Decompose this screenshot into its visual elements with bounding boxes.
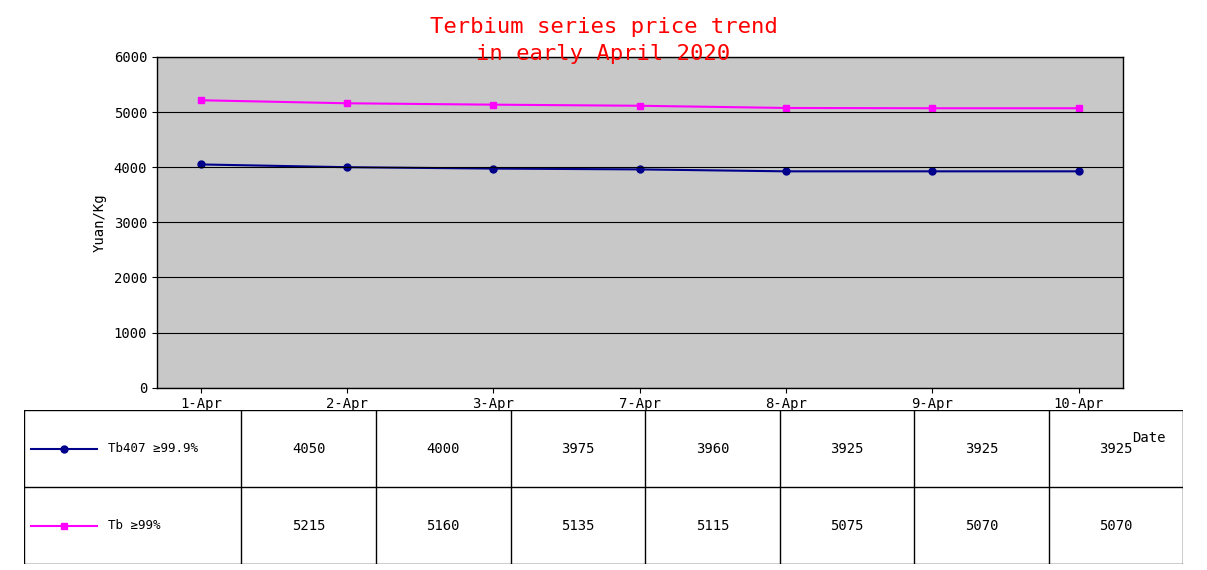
Line: Tb407 ≥99.9%: Tb407 ≥99.9%	[197, 161, 1083, 175]
Text: Terbium series price trend
in early April 2020: Terbium series price trend in early Apri…	[430, 17, 777, 63]
Tb ≥99%	[1072, 105, 1086, 112]
Text: 3925: 3925	[964, 442, 998, 456]
Tb ≥99%	[193, 97, 208, 104]
Text: 4050: 4050	[292, 442, 326, 456]
Tb ≥99%	[340, 100, 355, 107]
Text: Date: Date	[1132, 430, 1166, 445]
Text: 3925: 3925	[830, 442, 864, 456]
Tb ≥99%	[486, 101, 501, 108]
Tb407 ≥99.9%	[340, 164, 355, 170]
Line: Tb ≥99%: Tb ≥99%	[197, 97, 1083, 112]
Text: 5075: 5075	[830, 519, 864, 533]
Tb ≥99%	[925, 105, 939, 112]
Tb407 ≥99.9%	[632, 166, 647, 173]
Tb407 ≥99.9%	[925, 168, 939, 175]
Text: 3925: 3925	[1100, 442, 1132, 456]
Text: 3960: 3960	[695, 442, 729, 456]
Y-axis label: Yuan/Kg: Yuan/Kg	[93, 193, 106, 251]
Text: 5115: 5115	[695, 519, 729, 533]
Tb407 ≥99.9%	[193, 161, 208, 168]
Tb ≥99%	[632, 103, 647, 109]
Text: 5215: 5215	[292, 519, 326, 533]
Tb407 ≥99.9%	[1072, 168, 1086, 175]
Text: 5160: 5160	[426, 519, 460, 533]
Text: 5135: 5135	[561, 519, 595, 533]
Text: 4000: 4000	[426, 442, 460, 456]
Text: 3975: 3975	[561, 442, 595, 456]
Text: 5070: 5070	[1100, 519, 1132, 533]
Text: Tb407 ≥99.9%: Tb407 ≥99.9%	[109, 442, 198, 455]
Text: 5070: 5070	[964, 519, 998, 533]
Tb407 ≥99.9%	[779, 168, 793, 175]
Tb407 ≥99.9%	[486, 165, 501, 172]
Text: Tb ≥99%: Tb ≥99%	[109, 519, 161, 532]
Tb ≥99%	[779, 104, 793, 111]
